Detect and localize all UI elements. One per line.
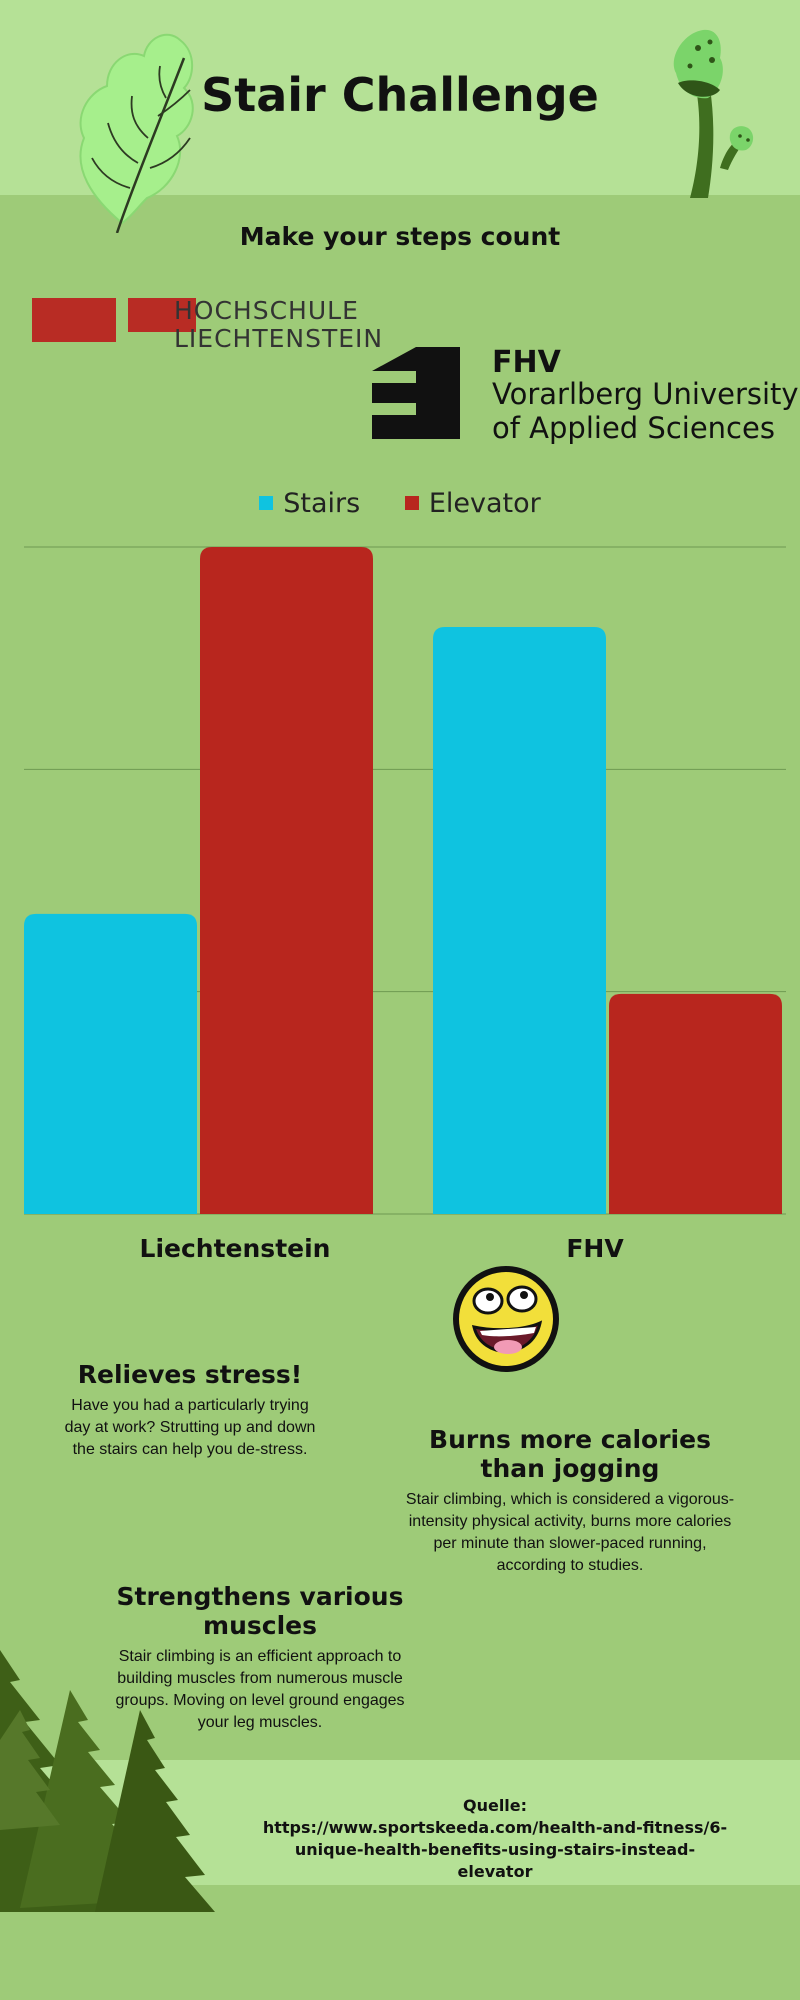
feature-burns-calories: Burns more calories than jogging Stair c… (400, 1425, 740, 1577)
bar-chart (24, 546, 786, 1215)
feature-title: Burns more calories than jogging (429, 1425, 711, 1483)
logo-block-large (32, 298, 116, 342)
bar-elevator-liechtenstein (200, 547, 373, 1214)
mushroom-icon (673, 29, 754, 198)
legend-swatch-elevator (404, 496, 419, 510)
fhv-line1: Vorarlberg University (492, 377, 799, 411)
chart-legend: Stairs Elevator (0, 488, 800, 519)
category-label-fhv: FHV (566, 1234, 624, 1263)
fhv-line2: of Applied Sciences (492, 411, 775, 445)
bar-stairs-liechtenstein (24, 913, 197, 1214)
pine-trees-icon (0, 1650, 215, 1912)
category-label-liechtenstein: Liechtenstein (139, 1234, 331, 1263)
feature-text: Have you had a particularly trying day a… (64, 1397, 316, 1458)
feature-text: Stair climbing is an efficient approach … (115, 1648, 405, 1731)
fhv-mark-icon (372, 347, 460, 439)
source-label: Quelle: (462, 1796, 528, 1815)
legend-label-stairs: Stairs (283, 488, 361, 519)
logo-block-small (128, 298, 196, 332)
feature-title: Strengthens various muscles (116, 1582, 404, 1640)
legend-label-elevator: Elevator (428, 488, 541, 519)
feature-title: Relieves stress! (77, 1360, 303, 1389)
feature-text: Stair climbing, which is considered a vi… (405, 1491, 735, 1574)
logo-hl-text: HOCHSCHULE LIECHTENSTEIN (174, 297, 383, 353)
logo-hl-line2: LIECHTENSTEIN (174, 324, 384, 353)
fhv-name: FHV (492, 345, 561, 380)
smiley-face-icon (453, 1266, 559, 1372)
logo-hl-line1: HOCHSCHULE (174, 296, 359, 325)
page-subtitle: Make your steps count (239, 222, 561, 251)
bar-elevator-fhv (609, 993, 782, 1214)
source-url: https://www.sportskeeda.com/health-and-f… (262, 1818, 728, 1881)
feature-relieves-stress: Relieves stress! Have you had a particul… (60, 1360, 320, 1461)
legend-swatch-stairs (259, 496, 274, 510)
feature-strengthens-muscles: Strengthens various muscles Stair climbi… (60, 1582, 460, 1734)
fhv-fullname: Vorarlberg University of Applied Science… (492, 377, 799, 445)
source-citation: Quelle: https://www.sportskeeda.com/heal… (260, 1795, 730, 1883)
bar-stairs-fhv (433, 627, 606, 1214)
legend-item-stairs: Stairs (259, 488, 360, 519)
legend-item-elevator: Elevator (404, 488, 541, 519)
leaf-icon (79, 33, 194, 233)
page-title: Stair Challenge (201, 68, 599, 122)
